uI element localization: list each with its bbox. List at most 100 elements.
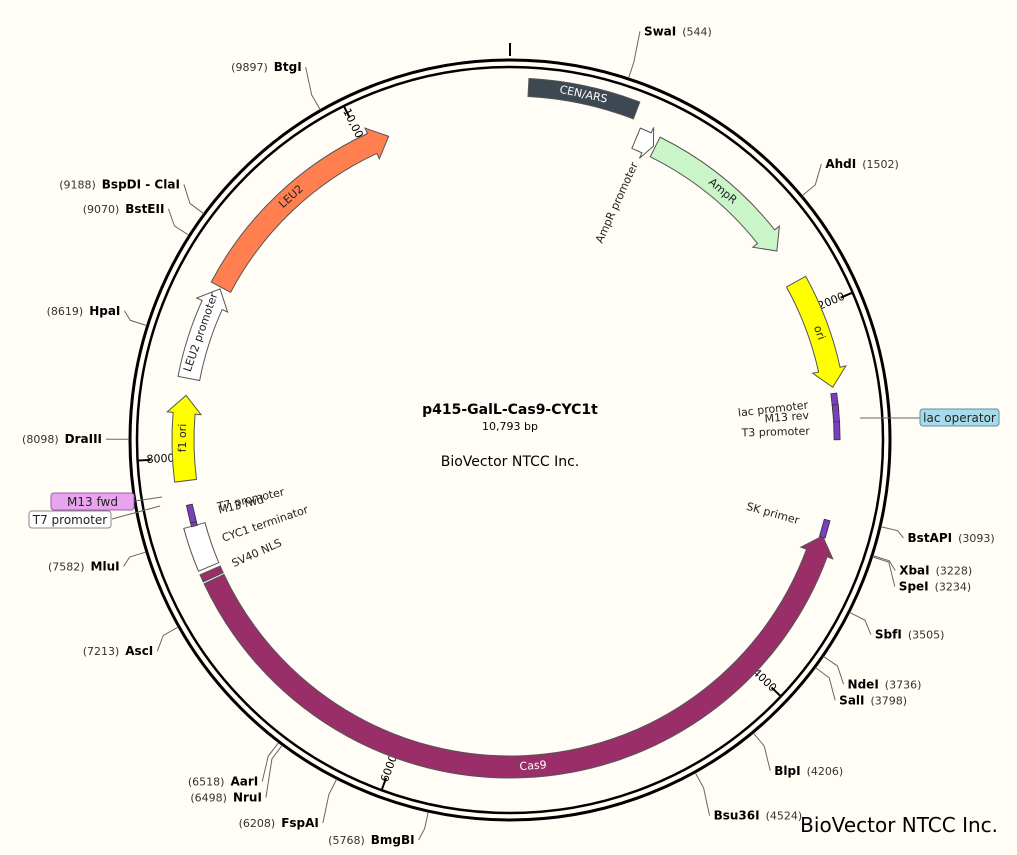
feature-callouts: lac operator M13 fwd T7 promoter <box>28 408 1000 529</box>
plasmid-name: p415-GalL-Cas9-CYC1t <box>422 402 598 418</box>
site-name: SwaI <box>644 24 676 38</box>
small-feature-sk-primer <box>818 518 831 539</box>
tick-label-8000: 8000 <box>146 452 175 467</box>
site-draiii: DraIII (8098) <box>22 432 102 446</box>
site-xbai: XbaI (3228) <box>899 564 972 578</box>
site-bsu36i: Bsu36I (4524) <box>714 809 803 823</box>
site-position: (3228) <box>936 565 973 578</box>
site-position: (6208) <box>239 817 276 830</box>
site-leader-fspai <box>322 779 338 824</box>
site-position: (3234) <box>935 581 972 594</box>
feature-label-ori: ori <box>811 324 828 342</box>
site-blpi: BlpI (4206) <box>774 764 843 778</box>
site-swai: SwaI (544) <box>644 24 712 38</box>
site-bsteii: BstEII (9070) <box>83 202 165 216</box>
site-name: NdeI <box>848 677 879 691</box>
t7-promoter-callout-label: T7 promoter <box>32 513 108 527</box>
site-position: (7582) <box>48 560 85 573</box>
site-name: MluI <box>91 559 120 573</box>
feature-leu2 <box>210 127 390 294</box>
site-position: (6518) <box>188 776 225 789</box>
site-name: AarI <box>230 775 258 789</box>
feature-label-f1-ori: f1 ori <box>176 424 189 453</box>
site-name: AhdI <box>825 157 856 171</box>
site-leader-spei <box>872 556 896 587</box>
feature-amprr-promoter <box>631 127 655 159</box>
site-name: HpaI <box>89 304 120 318</box>
site-name: Bsu36I <box>714 809 760 823</box>
site-hpai: HpaI (8619) <box>47 304 121 318</box>
feature-label-sv40-nls: SV40 NLS <box>230 536 284 570</box>
site-mlui: MluI (7582) <box>48 559 120 573</box>
site-fspai: FspAI (6208) <box>239 816 319 830</box>
site-leader-sbfi <box>849 611 872 635</box>
site-position: (4524) <box>766 810 803 823</box>
site-asci: AscI (7213) <box>83 644 154 658</box>
site-leader-blpi <box>753 732 771 771</box>
feature-ampr <box>649 136 781 252</box>
site-position: (9070) <box>83 203 120 216</box>
site-position: (6498) <box>190 792 227 805</box>
site-name: SpeI <box>899 580 929 594</box>
backbone-inner-circle <box>135 65 885 815</box>
map-center-info: p415-GalL-Cas9-CYC1t 10,793 bp BioVector… <box>422 402 598 470</box>
feature-ori <box>785 275 847 388</box>
site-leader-aari <box>261 742 279 782</box>
small-feature-t7-promoter <box>185 503 197 524</box>
feature-sv40-nls <box>199 565 224 583</box>
lac-operator-callout-label: lac operator <box>923 411 996 425</box>
site-position: (3798) <box>871 694 908 707</box>
site-btgi: BtgI (9897) <box>231 60 302 74</box>
feature-f1-ori <box>165 394 203 483</box>
site-bmgbi: BmgBI (5768) <box>328 833 414 847</box>
small-feature-label-t3-promoter: T3 promoter <box>740 425 810 440</box>
company-name: BioVector NTCC Inc. <box>441 454 579 470</box>
feature-label-amprr-promoter: AmpR promoter <box>593 160 641 245</box>
plasmid-backbone <box>128 43 892 822</box>
lac-operator-callout-box <box>919 408 1000 427</box>
site-position: (3505) <box>908 629 945 642</box>
site-position: (544) <box>682 25 712 38</box>
tick-10-000 <box>342 105 351 119</box>
site-leader-btgi <box>305 67 321 110</box>
backbone-outer-circle <box>128 58 892 822</box>
site-leader-swai <box>628 31 641 79</box>
site-name: XbaI <box>899 564 929 578</box>
site-leader-ndei <box>823 656 845 685</box>
site-leader-xbai <box>872 555 896 571</box>
site-position: (3093) <box>958 532 995 545</box>
m13-fwd-callout-box <box>50 492 135 511</box>
restriction-sites: SwaI (544) AhdI (1502) BstAPI (3093) XbaI (3228… <box>22 24 995 847</box>
site-name: FspAI <box>281 816 319 830</box>
site-position: (3736) <box>885 678 922 691</box>
site-name: AscI <box>125 644 153 658</box>
site-name: BspDI - ClaI <box>102 177 180 191</box>
site-leader-bstapi <box>880 526 904 539</box>
feature-cas9 <box>203 535 834 779</box>
site-position: (5768) <box>328 834 365 847</box>
site-leader-bspdi-clai <box>183 184 204 214</box>
site-name: BstEII <box>125 202 164 216</box>
site-leader-bmgbi <box>418 812 429 841</box>
site-name: BlpI <box>774 764 800 778</box>
plasmid-length: 10,793 bp <box>482 420 538 433</box>
site-nrui: NruI (6498) <box>190 791 262 805</box>
small-feature-label-sk-primer: SK primer <box>745 500 801 527</box>
site-position: (7213) <box>83 645 120 658</box>
m13-fwd-leader <box>134 496 163 502</box>
site-position: (8098) <box>22 433 59 446</box>
site-name: SalI <box>839 693 864 707</box>
site-leader-asci <box>156 626 179 652</box>
site-name: SbfI <box>875 628 902 642</box>
site-position: (1502) <box>862 158 899 171</box>
site-position: (8619) <box>47 305 84 318</box>
feature-leu2-promoter <box>177 288 229 382</box>
site-ahdi: AhdI (1502) <box>825 157 898 171</box>
site-ndei: NdeI (3736) <box>848 677 922 691</box>
site-position: (9188) <box>59 178 96 191</box>
site-bstapi: BstAPI (3093) <box>908 531 995 545</box>
site-leader-ahdi <box>801 164 822 196</box>
tick-8000 <box>137 458 151 462</box>
site-name: NruI <box>233 791 262 805</box>
site-aari: AarI (6518) <box>188 775 258 789</box>
